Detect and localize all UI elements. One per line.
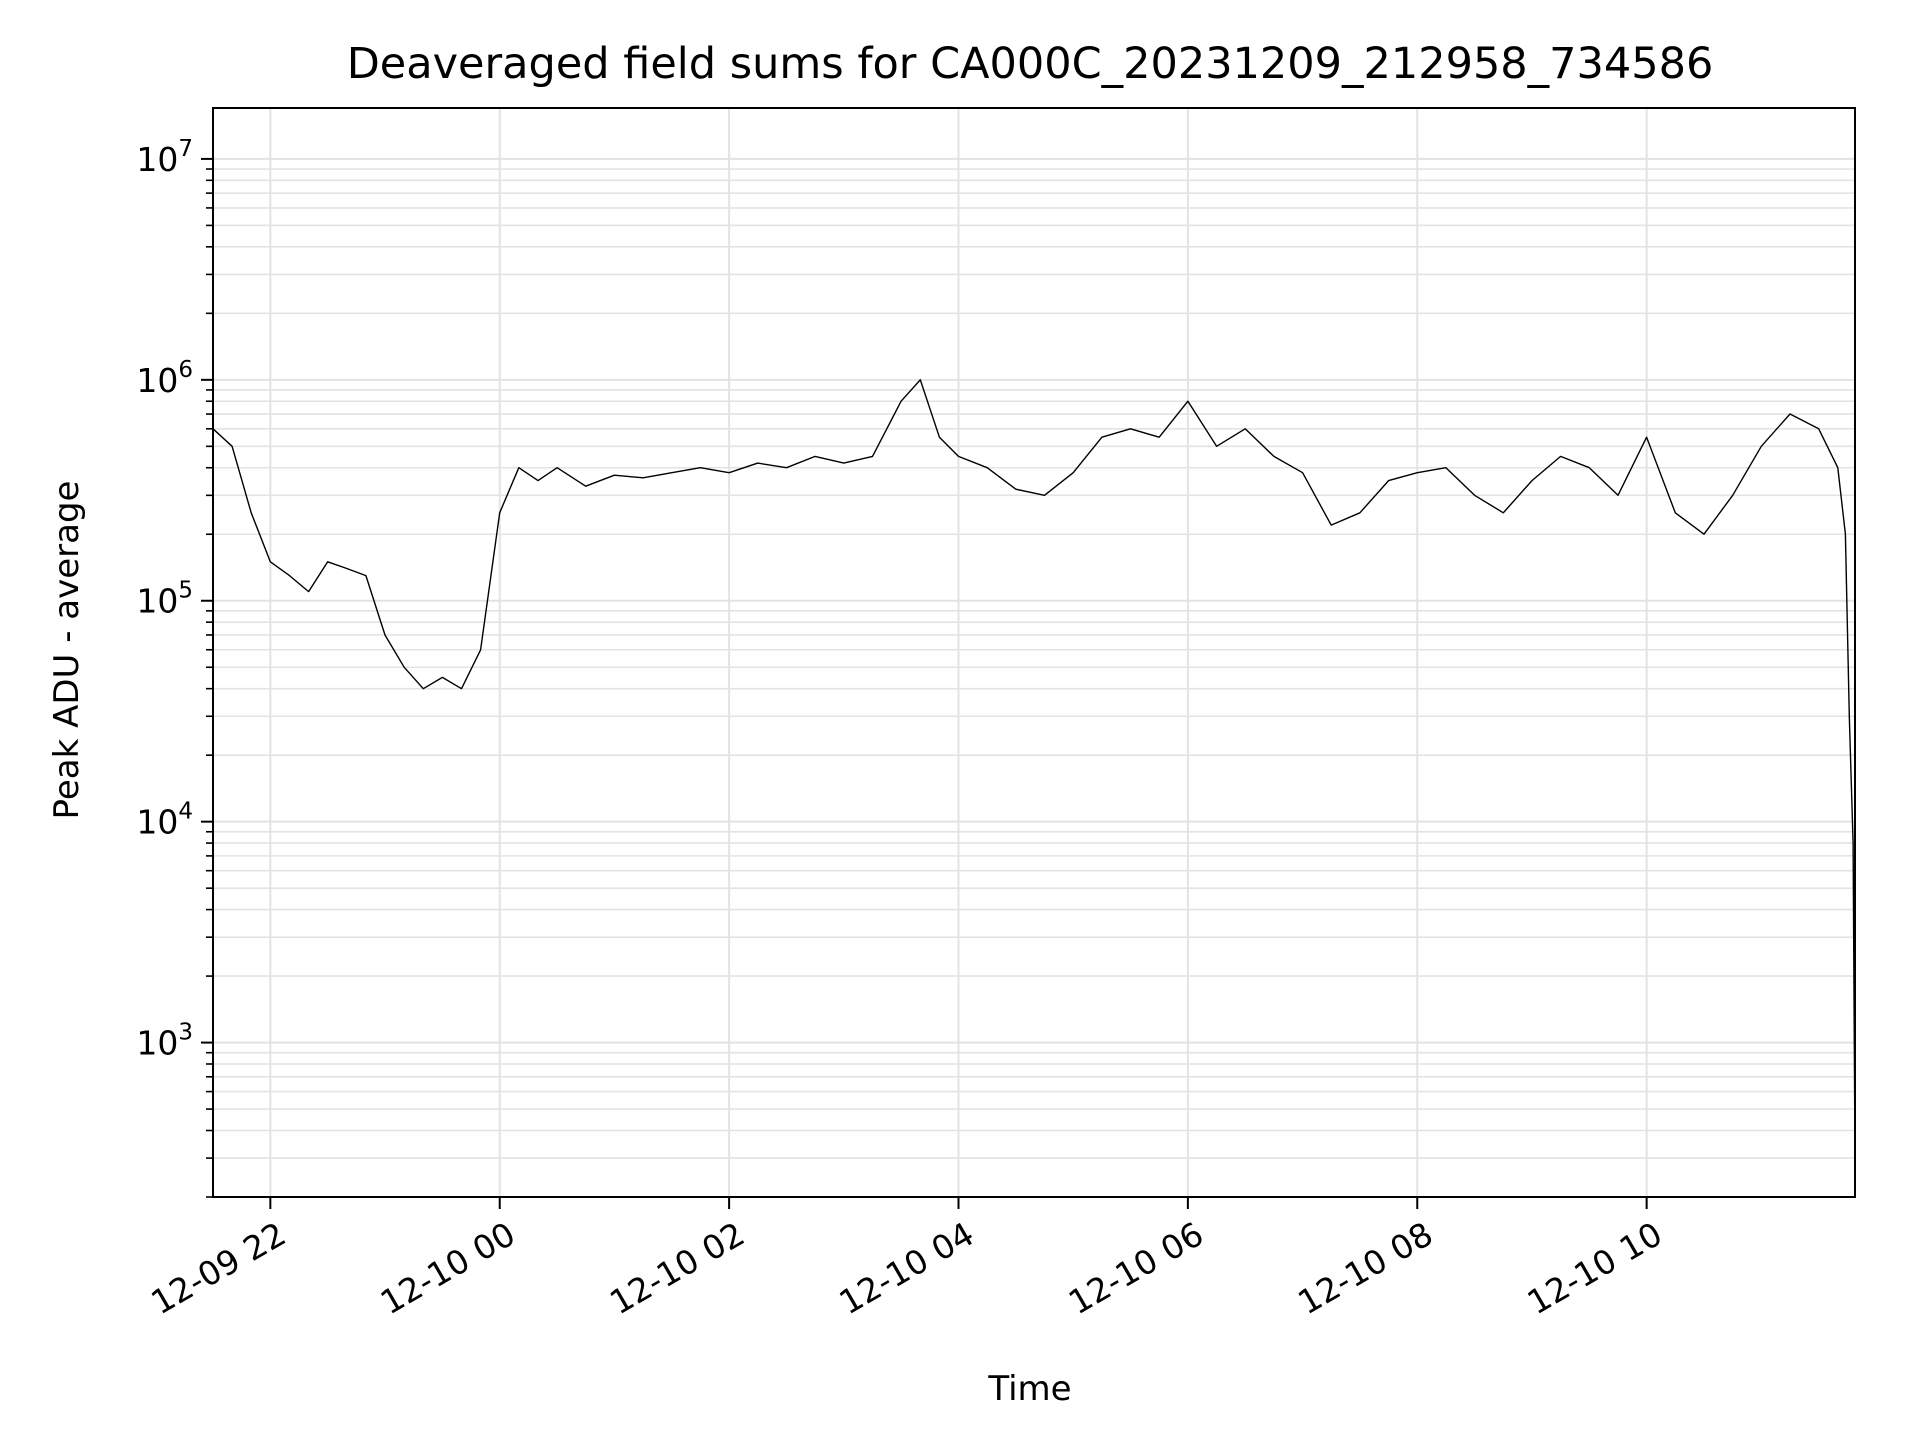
y-axis: 103 104 105 106 107 bbox=[136, 136, 213, 1198]
series-line-0 bbox=[212, 379, 1856, 1159]
y-tick-label: 107 bbox=[136, 136, 193, 179]
plot-frame bbox=[212, 107, 1856, 1198]
series-layer bbox=[212, 379, 1856, 1159]
chart-title: Deaveraged field sums for CA000C_2023120… bbox=[347, 39, 1714, 89]
y-tick-label: 103 bbox=[136, 1020, 193, 1063]
x-axis-title: Time bbox=[987, 1369, 1071, 1409]
y-tick-label: 105 bbox=[136, 578, 193, 621]
y-axis-title: Peak ADU - average bbox=[47, 481, 87, 820]
y-tick-label: 104 bbox=[136, 799, 193, 842]
grid-lines bbox=[213, 108, 1855, 1198]
y-tick-label: 106 bbox=[136, 357, 193, 400]
